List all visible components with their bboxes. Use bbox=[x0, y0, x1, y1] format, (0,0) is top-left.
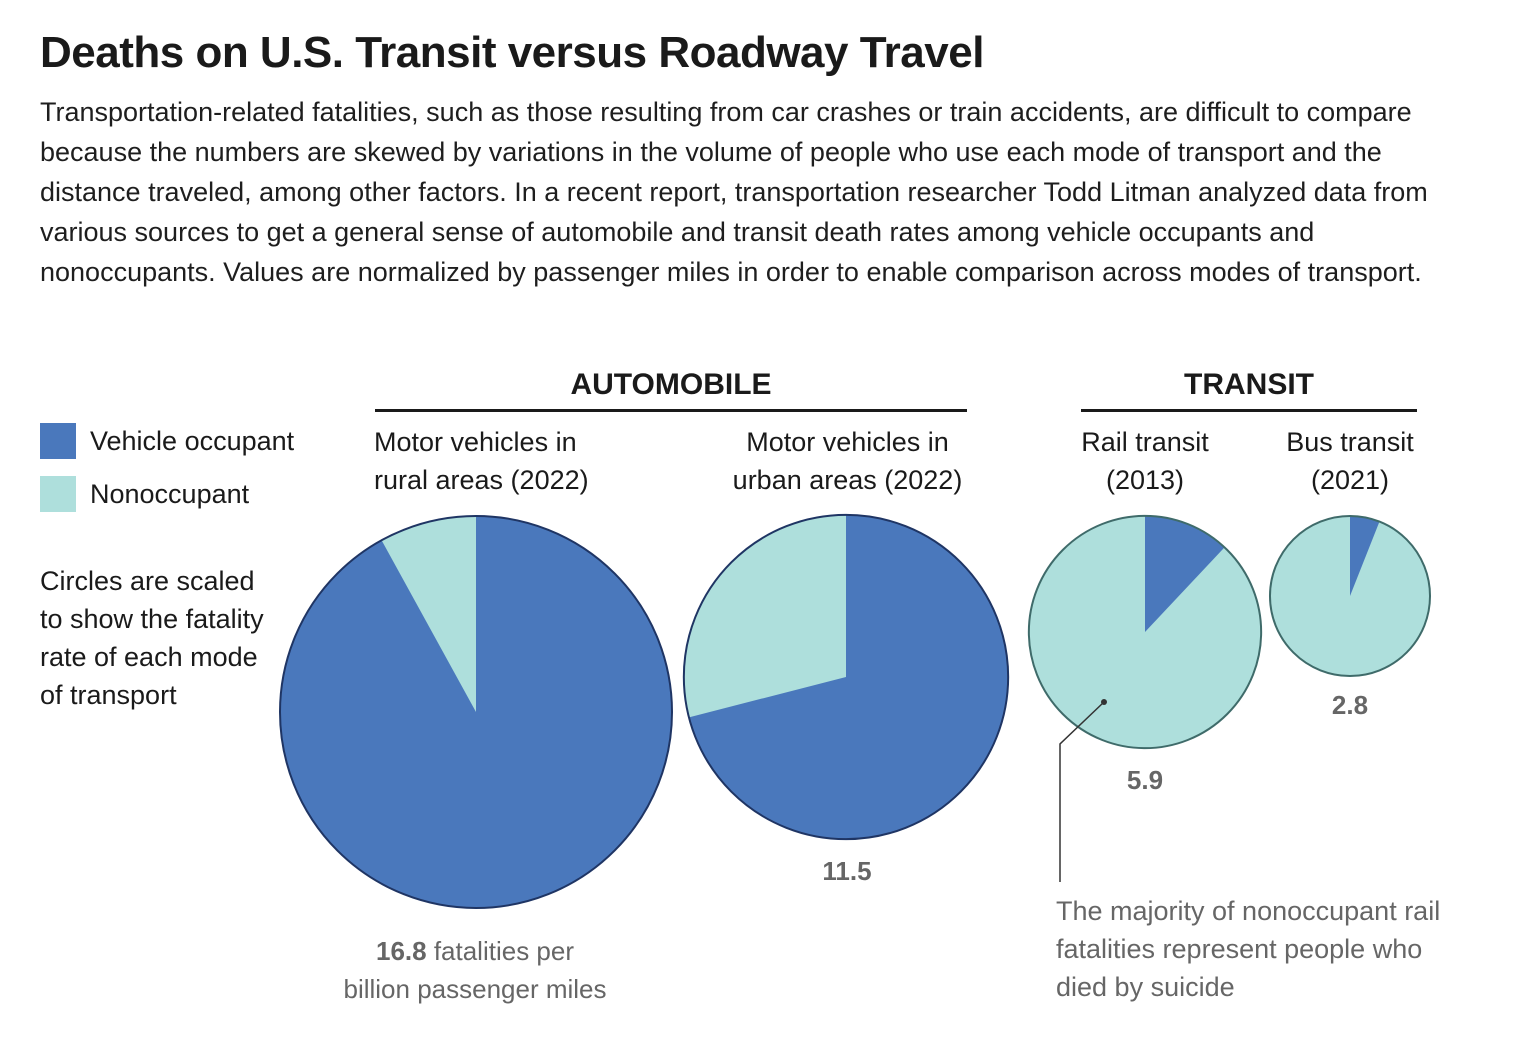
value-urban-number: 11.5 bbox=[822, 856, 872, 886]
legend-swatch-occupant bbox=[40, 423, 76, 459]
value-label-urban: 11.5 bbox=[797, 856, 897, 887]
value-rail-number: 5.9 bbox=[1126, 765, 1164, 795]
pie-slice-bus-occupant bbox=[1350, 515, 1380, 596]
group-rule-transit bbox=[1081, 409, 1417, 412]
legend-label-nonoccupant: Nonoccupant bbox=[90, 478, 250, 509]
callout-anchor-dot bbox=[1101, 699, 1107, 705]
legend-item-occupant: Vehicle occupant bbox=[40, 423, 294, 459]
chart-label-urban: Motor vehicles in urban areas (2022) bbox=[700, 423, 995, 499]
pie-outline-bus bbox=[1268, 514, 1432, 678]
legend-swatch-nonoccupant bbox=[40, 476, 76, 512]
chart-label-rural: Motor vehicles in rural areas (2022) bbox=[374, 423, 589, 499]
value-rural-number: 16.8 bbox=[375, 936, 427, 966]
legend-label-occupant: Vehicle occupant bbox=[90, 425, 295, 456]
pie-outline-rail bbox=[1027, 514, 1263, 750]
chart-label-urban-line1: Motor vehicles in bbox=[746, 427, 949, 457]
chart-label-rural-line2: rural areas (2022) bbox=[374, 465, 589, 495]
chart-label-rail: Rail transit (2013) bbox=[1045, 423, 1245, 499]
chart-title: Deaths on U.S. Transit versus Roadway Tr… bbox=[40, 28, 984, 77]
pie-slice-urban-occupant bbox=[688, 514, 1009, 840]
group-heading-transit: TRANSIT bbox=[1184, 368, 1314, 401]
legend-item-nonoccupant: Nonoccupant bbox=[40, 476, 249, 512]
intro-text: Transportation-related fatalities, such … bbox=[40, 97, 1428, 287]
chart-label-rural-line1: Motor vehicles in bbox=[374, 427, 577, 457]
chart-label-urban-line2: urban areas (2022) bbox=[732, 465, 963, 495]
scale-note: Circles are scaled to show the fatality … bbox=[40, 566, 264, 710]
value-label-rail: 5.9 bbox=[1095, 765, 1195, 796]
pie-slice-rural-occupant bbox=[280, 516, 673, 908]
value-bus-number: 2.8 bbox=[1331, 690, 1369, 720]
pie-slice-rail-occupant bbox=[1145, 515, 1225, 632]
value-label-rural: 16.8 fatalities per billion passenger mi… bbox=[300, 932, 650, 1008]
chart-label-bus-line2: (2021) bbox=[1310, 465, 1390, 495]
value-rural-unit-line2: billion passenger miles bbox=[343, 974, 607, 1004]
chart-label-bus-line1: Bus transit bbox=[1286, 427, 1414, 457]
pie-outline-urban bbox=[682, 513, 1010, 841]
callout-leader-line bbox=[1059, 701, 1105, 882]
group-rule-automobile bbox=[375, 409, 967, 412]
rail-callout-text: The majority of nonoccupant rail fatalit… bbox=[1056, 896, 1441, 1002]
pie-group bbox=[279, 513, 1432, 909]
chart-label-rail-line2: (2013) bbox=[1105, 465, 1185, 495]
value-label-bus: 2.8 bbox=[1300, 690, 1400, 721]
pie-outline-rural bbox=[279, 515, 673, 909]
chart-label-rail-line1: Rail transit bbox=[1081, 427, 1209, 457]
chart-label-bus: Bus transit (2021) bbox=[1255, 423, 1445, 499]
value-rural-unit: fatalities per bbox=[426, 936, 574, 966]
group-heading-automobile: AUTOMOBILE bbox=[570, 368, 772, 401]
